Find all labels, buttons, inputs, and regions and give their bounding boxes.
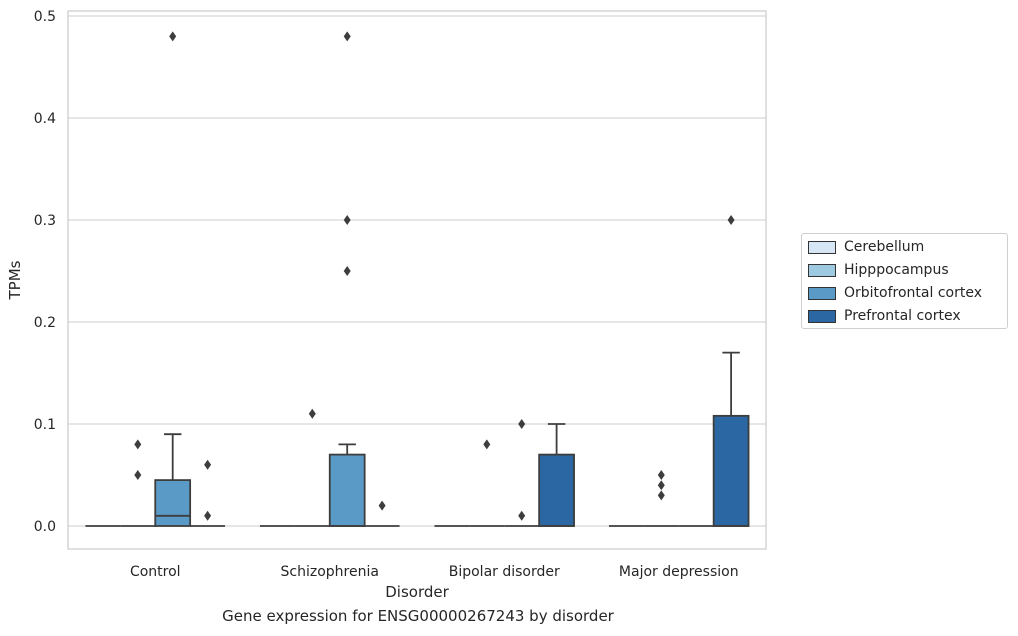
outlier-point bbox=[204, 510, 212, 521]
legend-label: Cerebellum bbox=[844, 239, 925, 255]
outlier-point bbox=[134, 470, 142, 480]
y-tick-label: 0.0 bbox=[34, 519, 56, 535]
legend: Cerebellum Hipppocampus Orbitofrontal co… bbox=[801, 233, 1008, 329]
box-bipolar-disorder-orbitofrontal-cortex bbox=[504, 419, 540, 527]
legend-swatch bbox=[808, 263, 836, 277]
y-tick-label: 0.3 bbox=[34, 213, 56, 229]
x-axis-label: Disorder bbox=[385, 583, 449, 601]
outlier-point bbox=[657, 490, 665, 501]
legend-label: Prefrontal cortex bbox=[844, 308, 961, 324]
legend-label: Orbitofrontal cortex bbox=[844, 285, 982, 301]
box-body bbox=[712, 414, 750, 527]
legend-item-prefrontal-cortex: Prefrontal cortex bbox=[808, 307, 961, 325]
x-tick-label: Bipolar disorder bbox=[449, 564, 560, 580]
box-schizophrenia-hipppocampus bbox=[294, 408, 330, 527]
box-schizophrenia-orbitofrontal-cortex bbox=[328, 31, 366, 527]
box-control-prefrontal-cortex bbox=[190, 459, 226, 527]
outlier-point bbox=[657, 470, 665, 480]
box-control-orbitofrontal-cortex bbox=[154, 31, 192, 527]
outlier-point bbox=[308, 408, 316, 419]
outlier-point bbox=[518, 510, 526, 521]
outlier-point bbox=[343, 266, 351, 276]
outlier-point bbox=[657, 480, 665, 491]
outlier-point bbox=[343, 31, 351, 42]
y-tick-label: 0.4 bbox=[34, 111, 56, 127]
x-tick-label: Control bbox=[130, 564, 181, 580]
box-control-hipppocampus bbox=[120, 439, 156, 527]
outlier-point bbox=[134, 439, 142, 450]
box-bipolar-disorder-hipppocampus bbox=[469, 439, 505, 527]
x-tick-label: Major depression bbox=[619, 564, 739, 580]
box-schizophrenia-prefrontal-cortex bbox=[364, 500, 400, 527]
box-major-depression-prefrontal-cortex bbox=[712, 215, 750, 527]
outlier-point bbox=[483, 439, 491, 450]
outlier-point bbox=[343, 215, 351, 225]
box-body bbox=[538, 453, 575, 527]
box-layer bbox=[85, 31, 750, 527]
legend-item-cerebellum: Cerebellum bbox=[808, 238, 924, 256]
outlier-point bbox=[518, 419, 526, 429]
plot-frame bbox=[67, 10, 767, 550]
box-body bbox=[154, 479, 192, 527]
legend-item-orbitofrontal-cortex: Orbitofrontal cortex bbox=[808, 284, 982, 302]
y-tick-labels: 0.0 0.1 0.2 0.3 0.4 0.5 bbox=[34, 9, 56, 535]
outlier-point bbox=[169, 31, 177, 42]
y-tick-label: 0.2 bbox=[34, 315, 56, 331]
legend-swatch bbox=[808, 309, 836, 323]
box-bipolar-disorder-prefrontal-cortex bbox=[538, 423, 575, 527]
y-axis-label: TPMs bbox=[6, 260, 24, 300]
outlier-point bbox=[727, 215, 735, 225]
x-tick-label: Schizophrenia bbox=[281, 564, 379, 580]
box-major-depression-hipppocampus bbox=[643, 470, 679, 527]
outlier-point bbox=[378, 500, 386, 511]
box-body bbox=[328, 453, 366, 527]
x-tick-labels: Control Schizophrenia Bipolar disorder Majo… bbox=[130, 564, 739, 580]
y-tick-label: 0.5 bbox=[34, 9, 56, 25]
y-tick-label: 0.1 bbox=[34, 417, 56, 433]
outlier-point bbox=[204, 459, 212, 470]
legend-swatch bbox=[808, 286, 836, 300]
legend-label: Hipppocampus bbox=[844, 262, 949, 278]
legend-item-hippocampus: Hipppocampus bbox=[808, 261, 949, 279]
chart-caption: Gene expression for ENSG00000267243 by d… bbox=[222, 607, 614, 625]
legend-swatch bbox=[808, 240, 836, 254]
